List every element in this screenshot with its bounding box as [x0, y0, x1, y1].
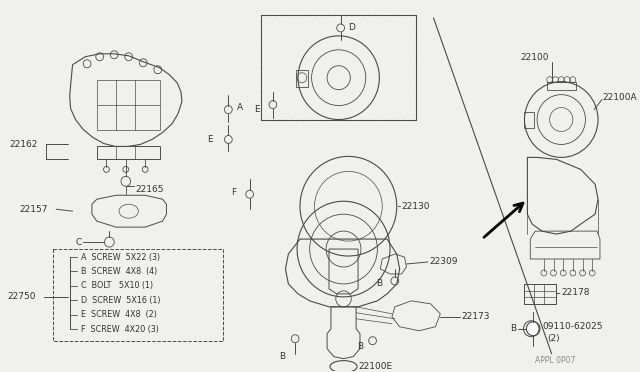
Text: D  SCREW  5X16 (1): D SCREW 5X16 (1) — [81, 296, 161, 305]
Text: B: B — [511, 324, 516, 333]
Text: C: C — [76, 238, 82, 247]
Text: A: A — [237, 103, 243, 112]
Text: E: E — [253, 105, 259, 114]
Text: B  SCREW  4X8  (4): B SCREW 4X8 (4) — [81, 267, 157, 276]
Text: A  SCREW  5X22 (3): A SCREW 5X22 (3) — [81, 253, 161, 262]
Text: 22165: 22165 — [136, 185, 164, 194]
Text: 22100A: 22100A — [602, 93, 637, 102]
Text: 22100: 22100 — [520, 53, 549, 62]
Text: 22130: 22130 — [401, 202, 430, 211]
Text: (2): (2) — [548, 334, 561, 343]
Text: 22173: 22173 — [461, 312, 490, 321]
Text: E: E — [207, 135, 213, 144]
Text: 22750: 22750 — [8, 292, 36, 301]
Circle shape — [527, 322, 540, 336]
Text: B: B — [356, 342, 363, 351]
Text: 22157: 22157 — [19, 205, 48, 214]
Text: D: D — [348, 23, 355, 32]
Text: B: B — [376, 279, 382, 288]
Text: 22178: 22178 — [561, 288, 590, 297]
Text: B: B — [280, 352, 285, 361]
Text: APPL 0P07: APPL 0P07 — [535, 356, 575, 365]
Text: F: F — [231, 188, 236, 197]
Text: 22100E: 22100E — [358, 362, 392, 371]
Text: C  BOLT   5X10 (1): C BOLT 5X10 (1) — [81, 281, 154, 291]
Text: 09110-62025: 09110-62025 — [542, 322, 602, 331]
Text: F  SCREW  4X20 (3): F SCREW 4X20 (3) — [81, 325, 159, 334]
Text: 22309: 22309 — [429, 257, 458, 266]
Text: 22162: 22162 — [10, 140, 38, 149]
Text: E  SCREW  4X8  (2): E SCREW 4X8 (2) — [81, 310, 157, 319]
